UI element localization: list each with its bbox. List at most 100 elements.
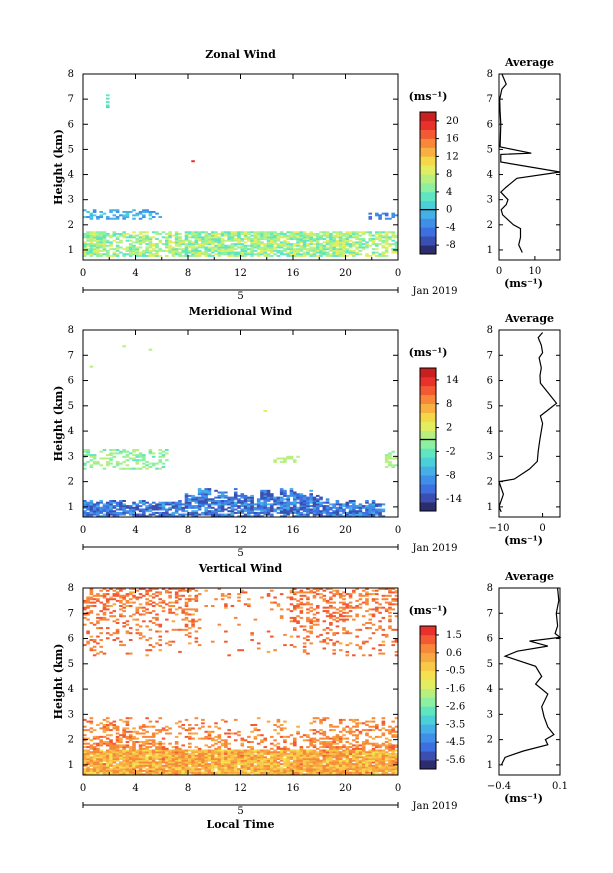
heatmap-cell — [96, 754, 100, 757]
heatmap-cell — [345, 630, 350, 633]
heatmap-cell — [96, 737, 100, 740]
heatmap-cell — [325, 756, 330, 759]
heatmap-cell — [283, 754, 287, 757]
heatmap-cell — [138, 467, 143, 470]
y-tick-label: 8 — [68, 69, 74, 80]
heatmap-cell — [296, 513, 300, 516]
heatmap-cell — [83, 764, 87, 767]
heatmap-cell — [119, 766, 123, 769]
heatmap-cell — [122, 513, 126, 516]
heatmap-cell — [188, 742, 192, 745]
heatmap-cell — [224, 494, 228, 497]
heatmap-cell — [168, 594, 172, 597]
colorbar-unit: (ms⁻¹) — [409, 346, 448, 359]
heatmap-cell — [99, 254, 103, 257]
heatmap-cell — [115, 210, 120, 213]
heatmap-cell — [119, 599, 123, 602]
heatmap-cell — [381, 253, 386, 256]
heatmap-cell — [247, 248, 251, 251]
heatmap-cell — [355, 628, 359, 631]
heatmap-cell — [207, 498, 212, 501]
heatmap-cell — [197, 751, 202, 754]
heatmap-cell — [247, 735, 251, 738]
heatmap-cell — [312, 752, 317, 755]
heatmap-cell — [112, 749, 117, 752]
heatmap-cell — [89, 212, 94, 215]
heatmap-cell — [174, 594, 179, 597]
heatmap-cell — [391, 746, 396, 749]
heatmap-cell — [105, 729, 110, 732]
heatmap-cell — [178, 766, 182, 769]
heatmap-cell — [247, 752, 251, 755]
heatmap-cell — [243, 752, 248, 755]
heatmap-cell — [256, 246, 261, 249]
heatmap-cell — [191, 244, 195, 247]
heatmap-cell — [145, 238, 149, 241]
heatmap-cell — [89, 238, 94, 241]
heatmap-cell — [89, 588, 94, 590]
heatmap-cell — [237, 596, 241, 599]
heatmap-cell — [142, 763, 146, 766]
heatmap-cell — [253, 243, 258, 246]
heatmap-cell — [194, 248, 199, 251]
heatmap-cell — [247, 768, 251, 771]
heatmap-cell — [128, 243, 133, 246]
heatmap-cell — [168, 251, 172, 254]
heatmap-cell — [214, 234, 218, 237]
heatmap-cell — [201, 758, 205, 760]
heatmap-cell — [207, 505, 212, 508]
colorbar-segment — [420, 412, 436, 422]
heatmap-cell — [240, 248, 245, 251]
heatmap-cell — [338, 747, 343, 750]
heatmap-cell — [270, 513, 274, 516]
heatmap-cell — [250, 241, 254, 244]
heatmap-cell — [365, 751, 369, 754]
heatmap-cell — [345, 771, 350, 774]
heatmap-cell — [286, 244, 291, 247]
heatmap-cell — [168, 768, 172, 771]
heatmap-cell — [247, 773, 251, 776]
heatmap-cell — [250, 639, 254, 641]
heatmap-cell — [243, 246, 248, 249]
heatmap-cell — [335, 503, 340, 506]
heatmap-cell — [263, 761, 268, 764]
heatmap-cell — [335, 513, 340, 516]
heatmap-cell — [132, 591, 136, 594]
heatmap-cell — [371, 729, 376, 732]
heatmap-cell — [165, 513, 169, 516]
heatmap-cell — [188, 231, 192, 234]
heatmap-cell — [171, 758, 176, 760]
heatmap-cell — [388, 739, 392, 742]
heatmap-cell — [237, 501, 241, 504]
heatmap-cell — [325, 637, 330, 640]
heatmap-cell — [96, 635, 100, 638]
heatmap-cell — [263, 511, 268, 514]
heatmap-cell — [270, 254, 274, 257]
heatmap-cell — [99, 768, 103, 771]
heatmap-cell — [299, 515, 304, 518]
heatmap-cell — [83, 248, 87, 251]
heatmap-cell — [188, 759, 192, 762]
heatmap-cell — [204, 236, 208, 239]
heatmap-cell — [329, 253, 333, 256]
heatmap-cell — [355, 754, 359, 757]
heatmap-cell — [266, 630, 271, 633]
heatmap-cell — [332, 761, 336, 764]
heatmap-cell — [361, 773, 366, 776]
heatmap-cell — [145, 249, 149, 252]
heatmap-cell — [237, 241, 241, 244]
heatmap-cell — [86, 632, 90, 635]
heatmap-cell — [105, 758, 110, 760]
heatmap-cell — [338, 506, 343, 509]
heatmap-cell — [286, 501, 291, 504]
heatmap-cell — [384, 241, 389, 244]
heatmap-cell — [105, 717, 110, 720]
heatmap-cell — [115, 513, 120, 516]
heatmap-cell — [325, 599, 330, 602]
heatmap-cell — [355, 725, 359, 728]
heatmap-cell — [352, 720, 356, 723]
heatmap-cell — [99, 594, 103, 597]
heatmap-cell — [352, 769, 356, 772]
heatmap-cell — [391, 464, 396, 467]
heatmap-cell — [171, 771, 176, 774]
